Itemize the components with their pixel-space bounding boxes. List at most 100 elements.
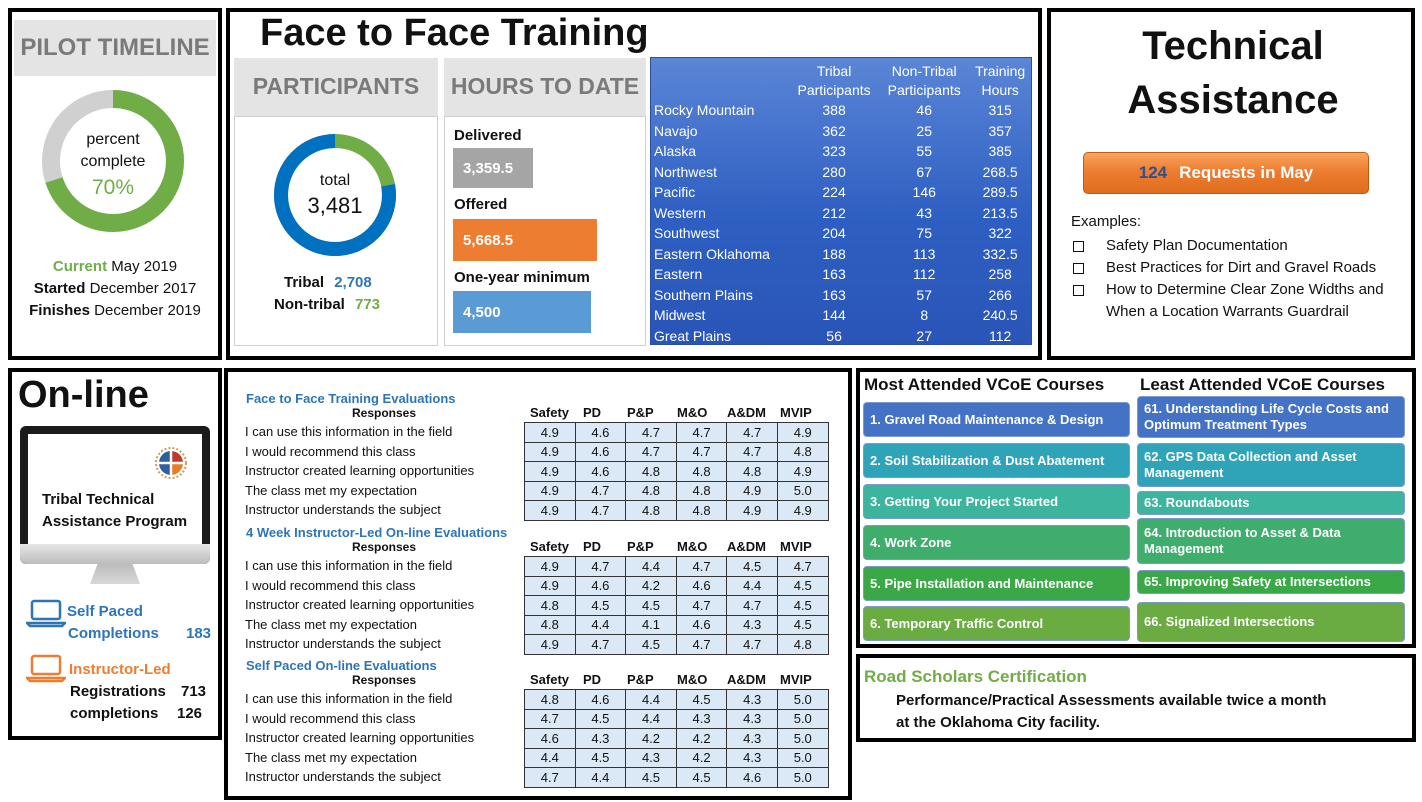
score-cell: 4.9 (776, 500, 829, 521)
checkbox-icon (1073, 263, 1084, 274)
col-header-hours: Training Hours (975, 63, 1026, 98)
score-cell: 4.9 (524, 480, 576, 501)
score-cell: 5.0 (776, 480, 829, 501)
timeline-donut (42, 90, 184, 232)
region-name: Great Plains (654, 327, 732, 344)
region-value: 55 (916, 143, 932, 159)
most-attended-course[interactable]: 6. Temporary Traffic Control (863, 606, 1130, 641)
current-date-row: Current May 2019 (14, 258, 216, 275)
score-cell: 4.3 (726, 689, 778, 710)
least-attended-course[interactable]: 62. GPS Data Collection and Asset Manage… (1137, 443, 1405, 487)
score-cell: 5.0 (776, 728, 829, 749)
ta-title-line2: Assistance (1127, 78, 1339, 122)
eval-column-header: PD (583, 672, 602, 687)
region-value: 289.5 (982, 184, 1018, 200)
example-text: How to Determine Clear Zone Widths and W… (1106, 281, 1384, 320)
eval-column-header: Safety (530, 672, 570, 687)
road-scholars-title: Road Scholars Certification (864, 667, 1087, 686)
most-attended-course[interactable]: 1. Gravel Road Maintenance & Design (863, 402, 1130, 437)
score-cell: 4.9 (524, 422, 576, 443)
completions-label: Completions (68, 625, 159, 642)
score-cell: 4.8 (776, 634, 829, 655)
least-attended-title: Least Attended VCoE Courses (1140, 375, 1385, 394)
registrations-value: 713 (181, 683, 207, 700)
least-attended-course[interactable]: 61. Understanding Life Cycle Costs and O… (1137, 396, 1405, 438)
score-cell: 4.2 (625, 575, 677, 596)
most-attended-course[interactable]: 5. Pipe Installation and Maintenance (863, 566, 1130, 601)
completions2-label: completions (70, 705, 159, 722)
region-value: 280 (822, 163, 846, 180)
score-cell: 4.1 (625, 614, 677, 635)
region-value: 213.5 (982, 204, 1018, 221)
evaluation-score-grid: 4.8 4.6 4.4 4.5 4.3 5.0 4.7 4.5 4.4 4.3 4.3 5.0 4.6 4… (524, 689, 829, 788)
region-name: Midwest (654, 307, 706, 323)
score-cell: 4.3 (726, 614, 778, 635)
checkbox-icon (1073, 241, 1084, 252)
score-cell: 4.7 (675, 556, 728, 577)
region-row: Midwest 144 8 240.5 (651, 305, 1031, 326)
score-cell: 4.7 (574, 500, 627, 521)
region-value: 67 (916, 163, 932, 180)
started-value: December 2017 (89, 280, 197, 297)
eval-question: I can use this information in the field (245, 558, 453, 573)
face-to-face-title: Face to Face Training (260, 12, 649, 54)
score-cell: 4.9 (726, 480, 778, 501)
score-cell: 4.5 (776, 575, 829, 596)
score-cell: 4.5 (675, 689, 728, 710)
offered-bar: 5,668.5 (453, 219, 597, 261)
region-row: Great Plains 56 27 112 (651, 326, 1031, 347)
score-cell: 4.9 (776, 422, 829, 443)
least-attended-course[interactable]: 63. Roundabouts (1137, 491, 1405, 515)
least-attended-course[interactable]: 65. Improving Safety at Intersections (1137, 570, 1405, 594)
eval-question: Instructor created learning opportunitie… (245, 463, 475, 479)
nontribal-row: Non-tribal 773 (274, 296, 380, 313)
region-value: 362 (822, 122, 846, 139)
participants-header (234, 58, 438, 116)
least-attended-course[interactable]: 66. Signalized Intersections (1137, 602, 1405, 642)
most-attended-course[interactable]: 3. Getting Your Project Started (863, 484, 1130, 519)
road-scholars-line2: at the Oklahoma City facility. (896, 714, 1100, 731)
score-cell: 4.5 (574, 747, 627, 768)
delivered-bar: 3,359.5 (453, 148, 533, 188)
region-value: 46 (916, 102, 932, 118)
evaluation-score-grid: 4.9 4.7 4.4 4.7 4.5 4.7 4.9 4.6 4.2 4.6 4.4 4.5 4.8 4… (524, 556, 829, 655)
region-value: 56 (826, 327, 842, 344)
eval-question: I would recommend this class (245, 443, 416, 459)
most-attended-title: Most Attended VCoE Courses (864, 375, 1105, 394)
hours-body (444, 116, 646, 346)
least-attended-course[interactable]: 64. Introduction to Asset & Data Managem… (1137, 518, 1405, 564)
participants-donut (274, 134, 396, 256)
donut-label-percent: percent (86, 131, 140, 148)
score-cell: 4.7 (675, 422, 728, 443)
score-cell: 4.5 (625, 767, 677, 788)
region-value: 224 (822, 184, 846, 200)
score-cell: 4.2 (675, 747, 728, 768)
eval-column-header: P&P (627, 539, 654, 554)
score-cell: 4.6 (574, 575, 627, 596)
score-cell: 4.4 (625, 689, 677, 710)
eval-column-header: A&DM (727, 672, 766, 687)
percent-complete-value: 70% (91, 176, 135, 199)
most-attended-course[interactable]: 2. Soil Stabilization & Dust Abatement (863, 443, 1130, 478)
requests-number: 124 (1138, 163, 1168, 182)
road-scholars-panel (856, 654, 1416, 742)
score-cell: 4.3 (574, 728, 627, 749)
eval-column-header: M&O (677, 539, 708, 554)
eval-question: The class met my expectation (245, 749, 417, 765)
score-cell: 4.6 (574, 441, 627, 462)
started-date-row: Started December 2017 (14, 280, 216, 297)
score-cell: 4.6 (726, 767, 778, 788)
score-cell: 4.7 (675, 441, 728, 462)
requests-badge[interactable]: 124 Requests in May (1083, 152, 1369, 194)
registrations-label: Registrations (70, 683, 166, 700)
score-cell: 4.5 (776, 595, 829, 616)
region-value: 204 (822, 225, 846, 241)
score-cell: 4.7 (726, 422, 778, 443)
score-cell: 4.6 (574, 422, 627, 443)
tribal-label: Tribal (284, 274, 325, 291)
region-value: 266 (988, 286, 1012, 303)
most-attended-course[interactable]: 4. Work Zone (863, 525, 1130, 560)
score-cell: 4.7 (574, 556, 627, 577)
laptop-icon-orange (26, 654, 66, 683)
region-name: Northwest (654, 163, 718, 180)
